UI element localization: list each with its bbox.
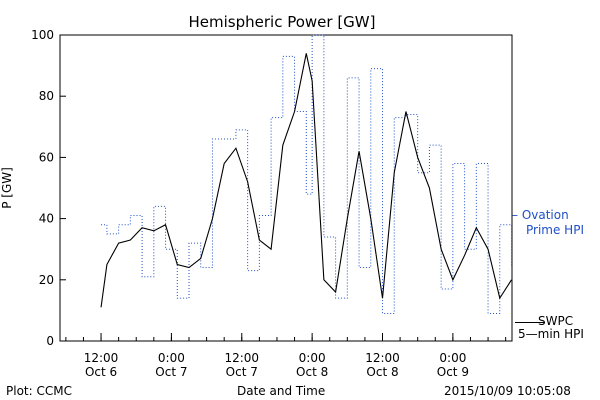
x-tick-label: 12:00 bbox=[84, 351, 119, 365]
y-axis-label: P [GW] bbox=[0, 167, 14, 209]
y-tick-label: 80 bbox=[39, 89, 54, 103]
chart-title: Hemispheric Power [GW] bbox=[189, 13, 376, 31]
y-tick-label: 40 bbox=[39, 212, 54, 226]
legend-swpc-line2: 5—min HPI bbox=[518, 327, 584, 341]
y-tick-label: 100 bbox=[31, 28, 54, 42]
legend-ovation-prime: – Ovation Prime HPI bbox=[512, 208, 584, 238]
x-tick-label: Oct 6 bbox=[85, 365, 117, 379]
x-tick-label: 0:00 bbox=[439, 351, 466, 365]
ovation-prime-series bbox=[101, 34, 513, 314]
x-tick-label: Oct 8 bbox=[366, 365, 398, 379]
x-tick-label: Oct 7 bbox=[155, 365, 187, 379]
x-tick-label: Oct 7 bbox=[226, 365, 258, 379]
plot-frame bbox=[59, 34, 513, 342]
legend-swpc-swatch bbox=[515, 322, 545, 323]
x-tick-label: 12:00 bbox=[224, 351, 259, 365]
swpc-series bbox=[100, 53, 512, 308]
y-tick-label: 0 bbox=[46, 334, 54, 348]
legend-ovation-line2: Prime HPI bbox=[526, 223, 584, 237]
x-tick-label: Oct 9 bbox=[437, 365, 469, 379]
legend-ovation-line1: – Ovation bbox=[512, 208, 569, 222]
legend-swpc: SWPC 5—min HPI bbox=[518, 315, 584, 341]
x-tick-label: 12:00 bbox=[365, 351, 400, 365]
y-tick-label: 60 bbox=[39, 150, 54, 164]
x-axis-label: Date and Time bbox=[237, 384, 326, 398]
x-tick-label: 0:00 bbox=[158, 351, 185, 365]
y-tick-label: 20 bbox=[39, 273, 54, 287]
y-axis-ticks: 0 20 40 60 80 100 bbox=[31, 28, 66, 348]
x-tick-label: 0:00 bbox=[299, 351, 326, 365]
legend-swpc-line1: SWPC bbox=[538, 314, 574, 328]
x-tick-label: Oct 8 bbox=[296, 365, 328, 379]
timestamp: 2015/10/09 10:05:08 bbox=[444, 384, 571, 398]
plot-credit: Plot: CCMC bbox=[6, 384, 72, 398]
